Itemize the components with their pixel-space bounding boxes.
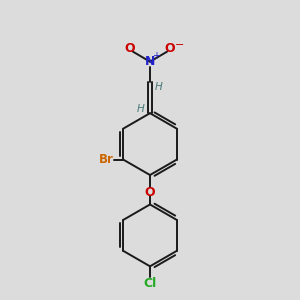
Text: Cl: Cl: [143, 278, 157, 290]
Text: H: H: [155, 82, 163, 92]
Text: Br: Br: [99, 153, 114, 166]
Text: N: N: [145, 55, 155, 68]
Text: −: −: [175, 40, 184, 50]
Text: H: H: [137, 104, 145, 114]
Text: +: +: [152, 51, 160, 61]
Text: O: O: [124, 42, 135, 55]
Text: O: O: [145, 186, 155, 199]
Text: O: O: [165, 42, 175, 55]
